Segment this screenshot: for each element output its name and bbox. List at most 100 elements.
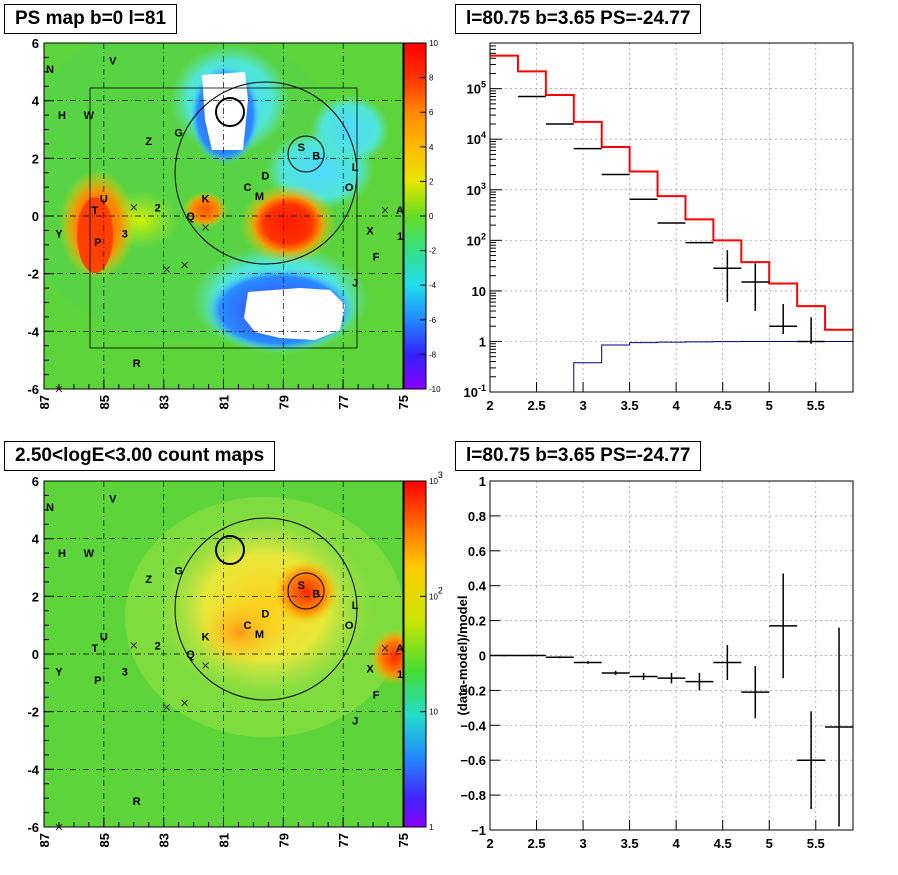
source-label: Y (55, 228, 63, 240)
source-label: T (91, 643, 98, 655)
cross-marker (130, 641, 138, 649)
colorbar-tick-label: 103 (429, 470, 443, 486)
ps-map-plot: N V H W Z G SB D L CM O U K 2 T Q A X Y 3 1 P F J R 87 85 83 81 79 77… (27, 36, 441, 409)
colorbar-tick-label: 0 (429, 212, 434, 221)
colorbar-frame (403, 42, 427, 390)
y-tick-label: 0 (479, 649, 486, 664)
model-histogram (490, 54, 853, 331)
source-label: J (352, 277, 358, 289)
cross-marker (381, 644, 389, 652)
x-tick-label: 87 (37, 833, 52, 847)
y-tick-label: 105 (467, 80, 486, 97)
source-label: Q (186, 211, 195, 223)
y-tick-label: 0.8 (468, 509, 486, 524)
x-tick-label: 2.5 (527, 398, 545, 413)
x-tick-label: 75 (396, 833, 411, 847)
spectrum-panel: 2 2.5 3 3.5 4 4.5 5 5.5 105 104 103 102 10 1 10-1 l=80… (449, 0, 898, 437)
y-tick-label: −0.8 (460, 788, 486, 803)
source-label: O (345, 620, 354, 632)
residuals-panel: 2 2.5 3 3.5 4 4.5 5 5.5 1 0.8 0.6 0.4 0.2 0 −0.2 −0.4 −0… (449, 437, 898, 875)
y-tick-label: −0.4 (460, 718, 486, 733)
colorbar-tick-label: -8 (429, 350, 437, 359)
source-label: A (396, 205, 404, 217)
residuals-plot: 2 2.5 3 3.5 4 4.5 5 5.5 1 0.8 0.6 0.4 0.2 0 −0.2 −0.4 −0… (455, 474, 854, 851)
source-label: A (396, 643, 404, 655)
y-tick-label: -4 (27, 762, 39, 777)
spectrum-grid (489, 43, 853, 393)
source-label: 3 (122, 666, 128, 678)
y-tick-label: 0.6 (468, 544, 486, 559)
colorbar-tick-label: 10 (429, 39, 438, 48)
y-tick-label: −1 (471, 823, 486, 838)
x-tick-label: 5.5 (807, 398, 825, 413)
x-tick-label: 3.5 (621, 398, 639, 413)
source-label: 1 (397, 231, 403, 243)
y-tick-label: 6 (32, 36, 39, 51)
cross-marker (202, 662, 209, 669)
source-label: F (373, 689, 380, 701)
x-tick-label: 87 (37, 395, 52, 409)
y-tick-label: 6 (32, 474, 39, 489)
colorbar-tick-label: 8 (429, 74, 434, 83)
source-label: S (298, 142, 305, 154)
y-tick-label: 102 (467, 231, 486, 248)
colorbar-tick-label: -6 (429, 316, 437, 325)
cross-marker (130, 203, 138, 211)
source-label: Q (186, 649, 195, 661)
cross-marker (181, 261, 188, 269)
source-label: M (255, 191, 264, 203)
colorbar-tick-label: -4 (429, 281, 437, 290)
ps-map-title: PS map b=0 l=81 (4, 4, 178, 34)
x-tick-label: 79 (276, 833, 291, 847)
y-tick-label: -2 (27, 267, 39, 282)
source-label: T (91, 205, 98, 217)
source-label: K (202, 632, 210, 644)
cross-marker (381, 206, 389, 214)
x-tick-label: 3 (579, 836, 586, 851)
y-tick-label: 0 (32, 647, 39, 662)
count-map-plot: N V H W Z G SB D L CM O U K 2 T Q A X Y 3 1 P F J R 87 85 83 81 79 77… (27, 470, 443, 847)
count-map-colorbar (404, 481, 426, 827)
source-label: X (366, 225, 374, 237)
y-tick-label: 0 (32, 209, 39, 224)
x-tick-label: 2 (486, 836, 493, 851)
source-label: P (94, 675, 101, 687)
colorbar-tick-label: 4 (429, 143, 434, 152)
cross-marker (163, 703, 171, 711)
source-label: M (255, 629, 264, 641)
source-label: R (133, 358, 141, 370)
source-label: 3 (122, 228, 128, 240)
source-label: C (243, 182, 251, 194)
x-tick-label: 77 (336, 395, 351, 409)
source-label: 2 (155, 202, 161, 214)
residuals-title: l=80.75 b=3.65 PS=-24.77 (455, 441, 702, 471)
y-tick-label: 10 (472, 284, 486, 299)
x-tick-label: 4.5 (714, 836, 732, 851)
source-label: G (174, 127, 183, 139)
colorbar-tick-label: 102 (429, 585, 443, 601)
y-tick-label: 103 (467, 181, 486, 198)
y-tick-label: -6 (27, 382, 39, 397)
residuals-frame (489, 480, 854, 831)
count-map-title: 2.50<logE<3.00 count maps (4, 441, 276, 471)
source-label: P (94, 237, 101, 249)
source-label: U (100, 632, 108, 644)
x-tick-label: 77 (336, 833, 351, 847)
y-tick-label: -2 (27, 705, 39, 720)
count-map-axes: 87 85 83 81 79 77 75 6 4 2 0 -2 -4 -6 (27, 474, 411, 847)
y-tick-label: -6 (27, 820, 39, 835)
x-tick-label: 4 (673, 398, 681, 413)
colorbar-tick-label: 10 (429, 708, 438, 717)
count-map-source-labels: N V H W Z G SB D L CM O U K 2 T Q A X Y 3 1 P F J R (46, 493, 404, 831)
source-label: F (373, 251, 380, 263)
y-tick-label: 10-1 (464, 383, 486, 400)
y-tick-label: 0.2 (468, 614, 486, 629)
y-tick-label: 1 (479, 474, 486, 489)
source-label: Y (55, 666, 63, 678)
colorbar-tick-label: -10 (429, 385, 441, 394)
source-label: L (352, 600, 359, 612)
source-label: J (352, 715, 358, 727)
ps-map-source-labels: N V H W Z G SB D L CM O U K 2 T Q A X Y 3 1 P F J R (46, 55, 404, 393)
source-label: Z (145, 136, 152, 148)
